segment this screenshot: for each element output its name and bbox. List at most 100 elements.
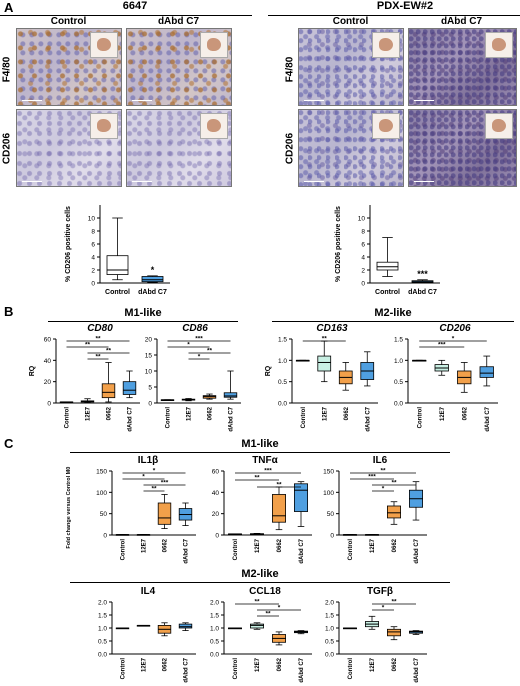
x-tick-label: dAbd C7 (414, 538, 420, 563)
x-tick-label: 12E7 (187, 406, 193, 421)
panel-c-m1-title: M1-like (241, 438, 279, 450)
cytokine-label-il1b: IL1β (137, 455, 159, 466)
box (479, 366, 494, 378)
x-tick-label: dAbd C7 (138, 289, 167, 296)
col-label-control-right: Control (332, 16, 369, 27)
x-tick-label: dAbd C7 (184, 538, 190, 563)
y-tick-label: 0 (47, 401, 51, 408)
significance-label: *** (368, 474, 376, 481)
x-tick-label: 12E7 (86, 406, 92, 421)
significance-label: * (452, 336, 455, 343)
y-tick-label: 5 (148, 385, 152, 392)
micrograph-pdx-cd206-control (298, 109, 404, 187)
box (223, 392, 238, 398)
box (387, 505, 402, 519)
x-tick-label: 0662 (277, 657, 283, 671)
chart-il4: 0.0 0.5 1.0 1.5 2.0 Control 12E7 0662 dAbd C7 (98, 600, 196, 683)
row-label-cd206-left: CD206 (1, 132, 13, 165)
significance-label: ** (85, 342, 91, 349)
box (294, 483, 309, 512)
col-label-dabd-right: dAbd C7 (440, 16, 483, 27)
panel-c-letter: C (4, 436, 14, 451)
tissue-thumbnail (200, 113, 228, 139)
y-axis-label: RQ (29, 365, 36, 376)
significance-label: ** (207, 348, 213, 355)
significance-label: ** (254, 475, 260, 482)
y-tick-label: 0.5 (394, 379, 403, 386)
x-tick-label: Control (301, 407, 307, 429)
panel-b-m2-title: M2-like (374, 307, 412, 319)
y-tick-label: 2 (361, 268, 365, 275)
x-tick-label: dAbd C7 (299, 538, 305, 563)
y-axis-label: % CD206 positive cells (65, 206, 72, 282)
scale-bar (414, 99, 434, 101)
x-tick-label: 0662 (392, 538, 398, 552)
y-tick-label: 50 (100, 511, 108, 518)
y-tick-label: 100 (323, 490, 334, 497)
y-tick-label: 1.0 (394, 358, 403, 365)
y-axis-label: RQ (265, 365, 272, 376)
y-tick-label: 0.5 (210, 639, 219, 646)
y-tick-label: 150 (323, 469, 334, 476)
panel-b-letter: B (4, 304, 14, 319)
y-tick-label: 20 (145, 337, 153, 344)
y-tick-label: 0.5 (278, 379, 287, 386)
significance-label: ** (265, 611, 271, 618)
y-tick-label: 10 (358, 216, 366, 223)
y-tick-label: 8 (361, 229, 365, 236)
y-tick-label: 2.0 (98, 600, 107, 607)
x-tick-label: dAbd C7 (485, 406, 491, 431)
col-label-dabd-left: dAbd C7 (157, 16, 200, 27)
y-tick-label: 1.5 (98, 613, 107, 620)
box (122, 381, 137, 395)
y-tick-label: 1.0 (98, 626, 107, 633)
x-tick-label: 0662 (462, 406, 468, 420)
box (317, 355, 332, 372)
significance-label: *** (195, 336, 203, 343)
y-tick-label: 1.0 (278, 358, 287, 365)
significance-label: *** (161, 480, 169, 487)
box (376, 261, 399, 271)
x-tick-label: Control (233, 658, 239, 680)
y-tick-label: 1.5 (325, 613, 334, 620)
box (272, 494, 287, 523)
x-tick-label: dAbd C7 (365, 406, 371, 431)
chart-cd80: 0 20 40 60 RQ Control 12E7 0662 dAbd C7 ** ** ** ** (29, 336, 140, 432)
x-tick-label: Control (233, 539, 239, 561)
y-axis-label: Fold change versus Control M0 = 1 (66, 465, 72, 549)
cytokine-label-tgfb: TGFβ (366, 586, 394, 597)
scale-bar (22, 180, 42, 182)
significance-label: * (382, 605, 385, 612)
x-tick-label: 0662 (392, 657, 398, 671)
x-tick-label: 0662 (208, 406, 214, 420)
significance-label: ** (391, 599, 397, 606)
significance-label: * (187, 342, 190, 349)
y-tick-label: 50 (327, 511, 335, 518)
significance-label: * (151, 265, 155, 275)
x-tick-label: Control (166, 407, 172, 429)
x-tick-label: dAbd C7 (299, 657, 305, 682)
y-tick-label: 1.0 (325, 626, 334, 633)
y-tick-label: 2.0 (210, 600, 219, 607)
y-tick-label: 0 (103, 533, 107, 540)
y-tick-label: 0 (330, 533, 334, 540)
scale-bar (132, 99, 152, 101)
y-tick-label: 0.5 (325, 639, 334, 646)
x-tick-label: Control (375, 289, 400, 296)
chart-cd163: 0.0 0.5 1.0 1.5 RQ Control 12E7 0662 dAbd C7 ** (265, 336, 378, 432)
panel-c-m1-rule (70, 452, 450, 453)
scale-bar (414, 180, 434, 182)
box (101, 383, 116, 399)
x-tick-label: Control (121, 539, 127, 561)
y-tick-label: 1.5 (394, 337, 403, 344)
micrograph-6647-cd206-control (16, 109, 122, 187)
x-tick-label: dAbd C7 (414, 657, 420, 682)
x-tick-label: Control (348, 658, 354, 680)
tissue-thumbnail (200, 32, 228, 58)
micrograph-6647-f480-dabd (126, 28, 232, 106)
significance-label: * (142, 474, 145, 481)
scale-bar (22, 99, 42, 101)
y-tick-label: 10 (88, 216, 96, 223)
